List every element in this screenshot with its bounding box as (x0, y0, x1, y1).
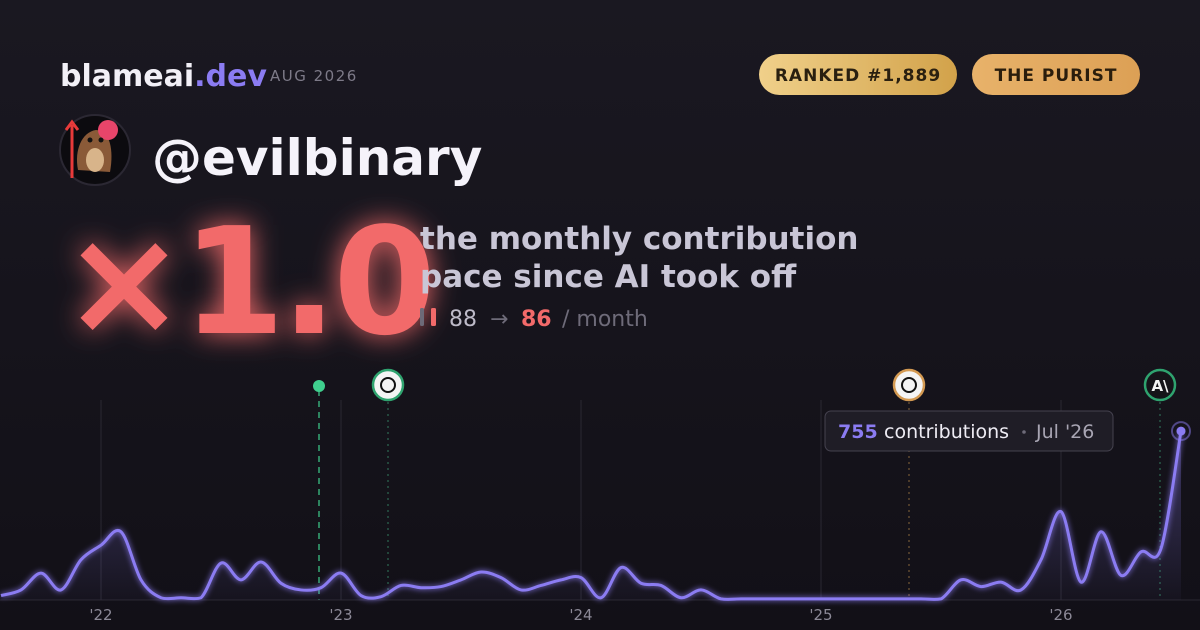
svg-text:A\: A\ (1151, 377, 1169, 395)
badge: THE PURIST (995, 66, 1118, 86)
brand: blameai.dev (60, 59, 267, 94)
line (0, 430, 1183, 601)
pace-before: 88 (449, 307, 477, 332)
pace-unit: / month (562, 307, 648, 332)
tooltip: 755 contributions Jul '26 (824, 410, 1114, 452)
peak-halo (1171, 421, 1191, 442)
pace-arrow: → (490, 307, 508, 332)
handle: @evilbinary (152, 129, 482, 187)
badge: RANKED #1,889 (775, 66, 941, 86)
events: A\ (313, 368, 1177, 600)
description: the monthly contribution (420, 221, 858, 257)
brand-tld: .dev (194, 59, 267, 94)
tooltip-label: contributions (884, 421, 1009, 443)
period: AUG 2026 (270, 67, 358, 85)
badge-bg (972, 54, 1140, 95)
x-tick-label: '25 (809, 606, 832, 624)
x-tick-label: '22 (89, 606, 112, 624)
point (1176, 426, 1186, 436)
pace-icon (420, 308, 424, 326)
chart: '22 '23 '24 '25 '26 (0, 400, 1200, 624)
pace-after: 86 (521, 307, 552, 332)
x-tick-label: '26 (1049, 606, 1072, 624)
brand-name: blameai (60, 59, 194, 94)
x-tick-label: '23 (329, 606, 352, 624)
area (1, 431, 1181, 600)
badge-bg (759, 54, 957, 95)
pace-icon (431, 308, 436, 326)
tooltip-value: 755 (838, 421, 878, 443)
x-tick-label: '24 (569, 606, 592, 624)
avatar (59, 114, 131, 186)
tooltip-date: Jul '26 (1035, 421, 1094, 443)
description: pace since AI took off (420, 259, 797, 295)
multiplier: ×1.0 (62, 196, 432, 368)
